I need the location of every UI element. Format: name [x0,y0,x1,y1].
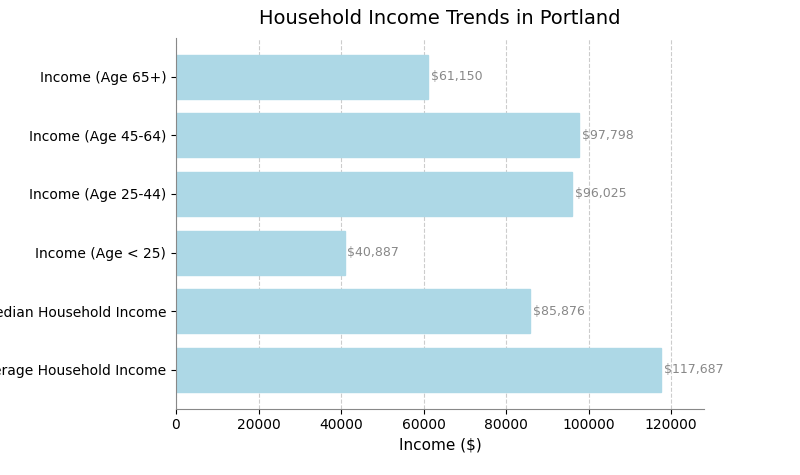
Text: $40,887: $40,887 [347,246,399,259]
Text: $85,876: $85,876 [533,304,585,318]
X-axis label: Income ($): Income ($) [398,438,482,453]
Text: $97,798: $97,798 [582,129,634,142]
Bar [176,114,579,157]
Bar [176,230,345,275]
Text: $117,687: $117,687 [664,363,723,376]
Title: Household Income Trends in Portland: Household Income Trends in Portland [259,9,621,28]
Text: $96,025: $96,025 [574,188,626,200]
Bar [176,55,428,99]
Bar [176,289,530,333]
Text: $61,150: $61,150 [430,70,482,83]
Bar [176,172,572,216]
Bar [176,348,662,392]
